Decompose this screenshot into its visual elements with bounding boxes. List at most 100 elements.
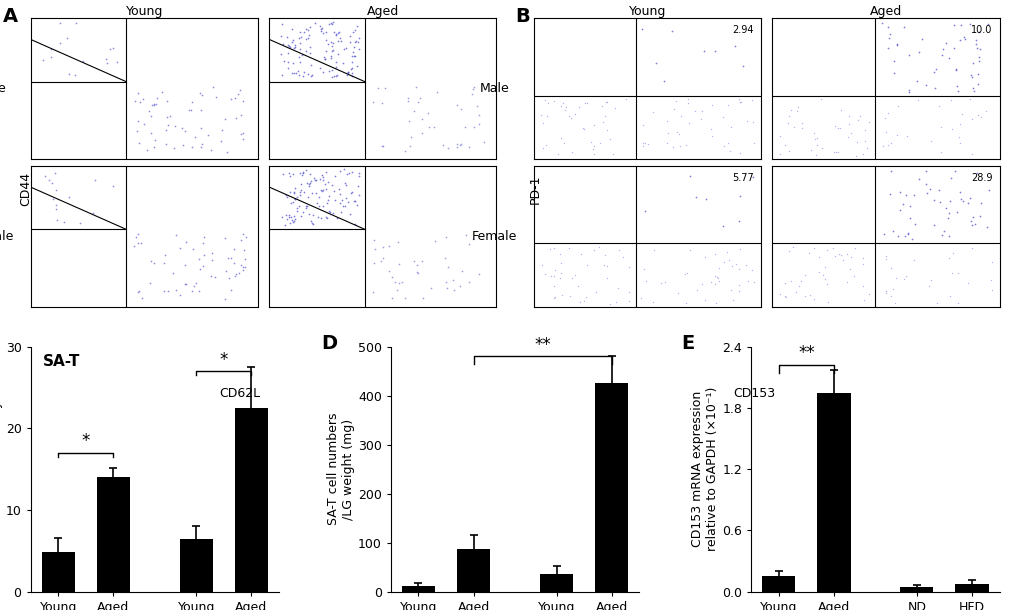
Point <box>300 26 316 35</box>
Point <box>702 278 718 287</box>
Point <box>318 35 334 45</box>
Point <box>926 83 943 93</box>
Point <box>905 190 921 200</box>
Text: *: * <box>219 351 228 368</box>
Point <box>854 253 870 263</box>
Point <box>614 253 631 262</box>
Point <box>881 291 898 301</box>
Point <box>882 138 899 148</box>
Point <box>322 18 338 28</box>
Bar <box>539 573 573 592</box>
Point <box>471 110 487 120</box>
Point <box>232 110 249 120</box>
Point <box>882 166 899 176</box>
Point <box>917 166 933 176</box>
Point <box>351 190 367 199</box>
Point <box>229 90 246 99</box>
Point <box>805 294 821 304</box>
Point <box>678 268 694 278</box>
Y-axis label: Male: Male <box>480 82 510 95</box>
Point <box>555 138 572 148</box>
Point <box>688 285 704 295</box>
Point <box>601 299 618 309</box>
Point <box>409 267 425 276</box>
Point <box>339 67 356 77</box>
Point <box>283 68 300 77</box>
Point <box>890 101 906 111</box>
Point <box>445 285 462 295</box>
Point <box>552 268 569 278</box>
Point <box>59 33 75 43</box>
Point <box>225 243 242 253</box>
Point <box>287 214 304 223</box>
Point <box>183 105 200 115</box>
Point <box>423 282 439 292</box>
Point <box>879 43 896 53</box>
Point <box>884 56 901 66</box>
Point <box>146 142 162 152</box>
Point <box>331 33 347 43</box>
Point <box>350 37 366 46</box>
Point <box>318 168 334 178</box>
Point <box>596 112 612 121</box>
Point <box>706 279 722 289</box>
Point <box>388 285 405 295</box>
Point <box>733 97 749 107</box>
Point <box>981 275 998 285</box>
Point <box>697 194 713 204</box>
Point <box>851 111 867 121</box>
Point <box>173 123 190 133</box>
Point <box>403 132 419 142</box>
Point <box>970 210 986 220</box>
Point <box>902 213 918 223</box>
Point <box>99 59 115 68</box>
Point <box>427 235 443 245</box>
Point <box>48 204 64 214</box>
Point <box>793 276 809 285</box>
Point <box>536 269 552 279</box>
Point <box>217 234 233 243</box>
Point <box>425 122 441 132</box>
Point <box>948 81 964 90</box>
Point <box>146 257 162 267</box>
Point <box>814 270 830 279</box>
Point <box>236 254 253 264</box>
Bar <box>594 384 628 592</box>
Point <box>601 134 618 144</box>
Point <box>963 243 979 253</box>
Point <box>439 143 455 153</box>
Point <box>314 186 330 196</box>
Point <box>968 43 984 53</box>
Point <box>203 271 219 281</box>
Point <box>719 100 736 110</box>
Point <box>906 220 922 229</box>
Point <box>195 260 211 270</box>
Point <box>634 138 650 148</box>
Point <box>658 116 675 126</box>
Point <box>383 293 399 303</box>
Point <box>697 295 713 304</box>
Point <box>644 298 660 307</box>
Point <box>351 168 367 178</box>
Point <box>546 265 562 275</box>
Point <box>278 192 294 201</box>
Point <box>129 238 146 248</box>
Point <box>290 66 307 76</box>
Point <box>286 212 303 221</box>
Point <box>172 243 189 253</box>
Point <box>731 286 747 296</box>
Title: Young: Young <box>125 5 163 18</box>
Point <box>877 127 894 137</box>
Point <box>317 46 333 56</box>
Point <box>333 195 350 204</box>
Title: Aged: Aged <box>367 5 398 18</box>
Point <box>283 198 300 207</box>
Bar <box>42 553 74 592</box>
Point <box>925 195 942 205</box>
Point <box>232 129 249 139</box>
Point <box>922 275 938 285</box>
Point <box>734 61 750 71</box>
Point <box>300 192 316 202</box>
Point <box>849 137 865 147</box>
Point <box>284 217 301 227</box>
